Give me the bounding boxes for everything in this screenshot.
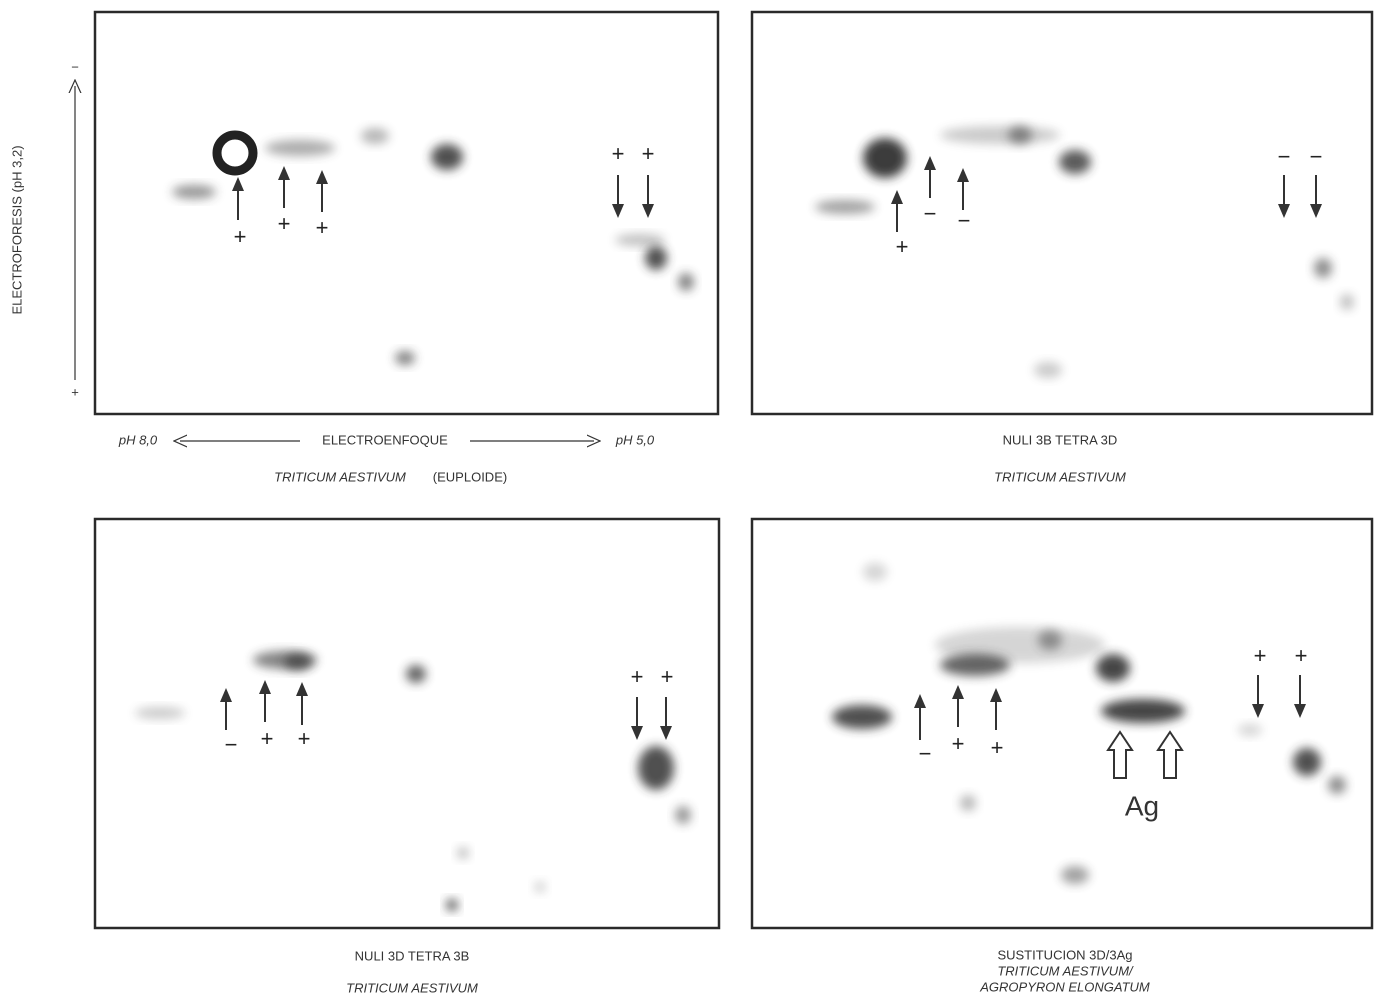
spot [638, 746, 674, 790]
sign: + [278, 211, 291, 236]
spot [446, 899, 458, 911]
spot [431, 144, 463, 170]
panel-4: Ag − + + + + SUSTITUCION 3D/3Ag TRITICUM… [752, 519, 1372, 994]
caption-title: NULI 3D TETRA 3B [355, 948, 470, 963]
spot [172, 185, 216, 199]
spot [1328, 776, 1346, 794]
sign: + [316, 215, 329, 240]
spot [1238, 724, 1262, 736]
spot [284, 654, 312, 670]
caption-note: (EUPLOIDE) [433, 469, 507, 484]
spot [832, 705, 892, 729]
spot [615, 234, 665, 246]
caption-species: TRITICUM AESTIVUM/ [997, 963, 1134, 978]
spot [1340, 294, 1354, 310]
spot [1034, 362, 1062, 378]
sign: + [896, 234, 909, 259]
spot [1059, 150, 1091, 174]
sign: + [991, 735, 1004, 760]
spot [395, 351, 415, 365]
sign: − [924, 201, 937, 226]
spot [534, 881, 546, 893]
spot [1101, 699, 1185, 723]
spot [675, 806, 691, 824]
spot [960, 795, 976, 811]
sign: + [234, 224, 247, 249]
y-top-sign: − [71, 59, 79, 74]
sign: + [261, 726, 274, 751]
sign: − [1278, 144, 1291, 169]
sign: + [631, 664, 644, 689]
spot [1314, 258, 1332, 278]
spot [1038, 630, 1062, 650]
spot [1096, 654, 1130, 682]
y-axis-label: ELECTROFORESIS (pH 3,2) [9, 145, 24, 314]
spot [457, 847, 469, 859]
spot [940, 654, 1010, 676]
sign: − [1310, 144, 1323, 169]
spot [815, 200, 875, 214]
spot [361, 128, 389, 144]
caption-species: TRITICUM AESTIVUM [994, 469, 1126, 484]
spot [645, 246, 667, 270]
sign: − [225, 732, 238, 757]
spot [406, 665, 426, 683]
sign: + [612, 141, 625, 166]
marker-label: Ag [1125, 790, 1159, 821]
figure: ELECTROFORESIS (pH 3,2) − + pH 8,0 ELECT… [0, 0, 1374, 998]
x-right-label: pH 5,0 [615, 432, 655, 447]
spot [940, 126, 1060, 144]
x-center-label: ELECTROENFOQUE [322, 432, 448, 447]
panel-3: − + + + + NULI 3D TETRA 3B TRITICUM AEST… [95, 519, 719, 995]
sign: + [952, 731, 965, 756]
caption-species: AGROPYRON ELONGATUM [979, 979, 1150, 994]
spot [135, 707, 185, 719]
spot [1061, 866, 1089, 884]
sign: + [1254, 643, 1267, 668]
sign: + [1295, 643, 1308, 668]
sign: + [661, 664, 674, 689]
caption-species: TRITICUM AESTIVUM [274, 469, 406, 484]
sign: − [958, 208, 971, 233]
spot [863, 138, 907, 178]
spot [863, 563, 887, 581]
spot [1008, 126, 1032, 144]
panel-1: + + + + + TRITICUM AESTIVUM (EUPLOIDE) [95, 12, 718, 484]
caption-species: TRITICUM AESTIVUM [346, 980, 478, 995]
caption-title: NULI 3B TETRA 3D [1003, 432, 1118, 447]
spot [265, 140, 335, 156]
sign: + [298, 726, 311, 751]
sign: − [919, 741, 932, 766]
y-bottom-sign: + [71, 384, 79, 399]
spot [1293, 748, 1321, 776]
caption-title: SUSTITUCION 3D/3Ag [997, 947, 1132, 962]
spot [678, 273, 694, 291]
gel-frame [95, 519, 719, 928]
x-left-label: pH 8,0 [118, 432, 158, 447]
panel-2: + − − − − NULI 3B TETRA 3D TRITICUM AEST… [752, 12, 1372, 484]
sign: + [642, 141, 655, 166]
